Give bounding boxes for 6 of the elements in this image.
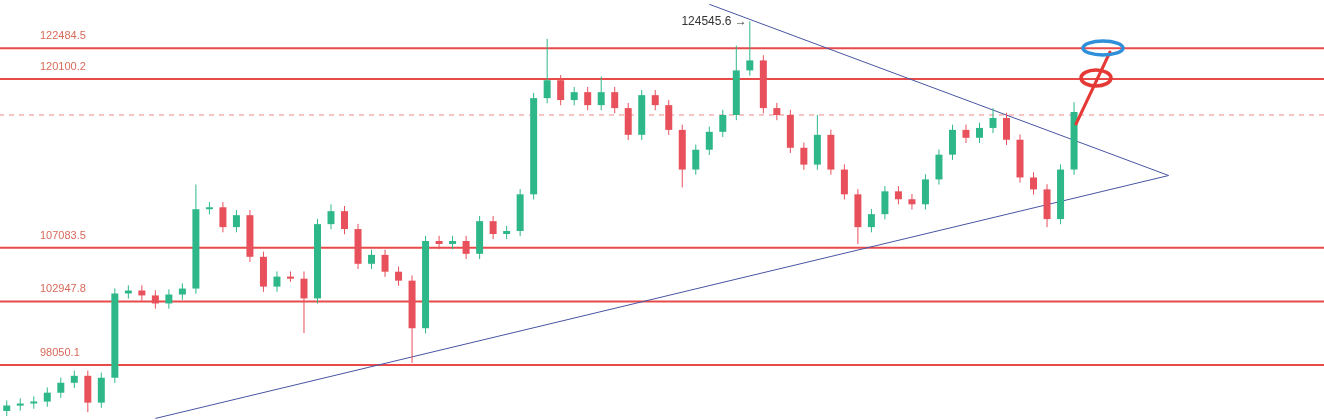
ref-line-label: 107083.5 [40, 228, 86, 241]
ref-line-label: 120100.2 [40, 60, 86, 73]
ref-line-label: 122484.5 [40, 29, 86, 42]
ref-line-label: 98050.1 [40, 345, 80, 358]
annotation: 124545.6 → [681, 14, 747, 29]
ref-line-label: 102947.8 [40, 282, 86, 295]
